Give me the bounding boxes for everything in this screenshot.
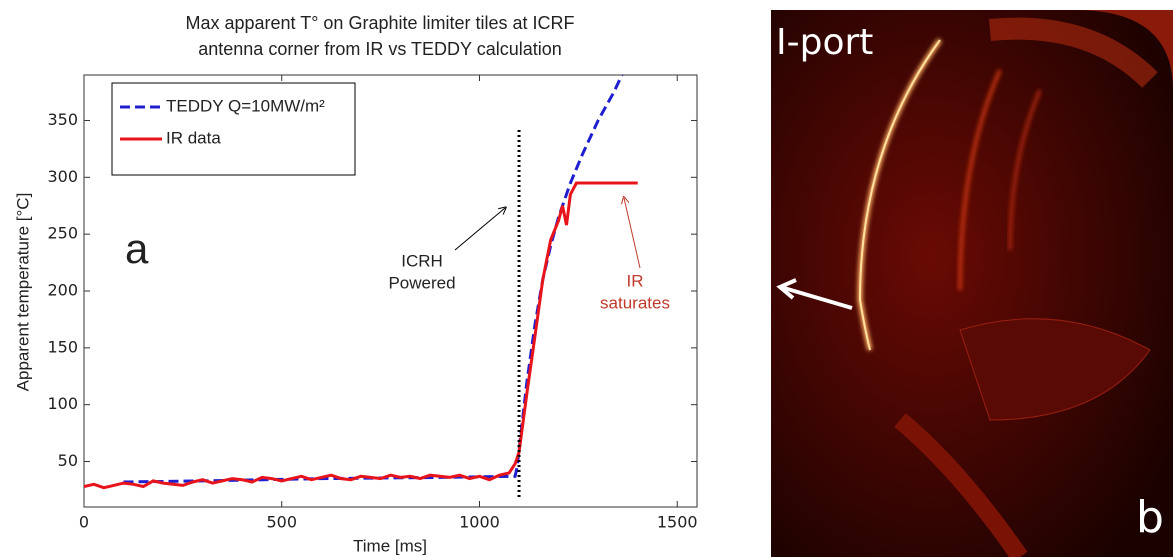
x-tick-label: 1500 (657, 513, 698, 532)
annotation-arrow (624, 198, 641, 269)
legend-label: TEDDY Q=10MW/m² (166, 96, 325, 115)
x-tick-label: 500 (266, 513, 297, 532)
annotation: IR saturates (600, 198, 670, 312)
ir-image: I-port b (771, 10, 1173, 557)
image-detail (894, 413, 1028, 557)
legend: TEDDY Q=10MW/m² IR data (111, 82, 356, 176)
annotation-text: saturates (600, 293, 670, 312)
image-label: I-port (776, 22, 873, 63)
x-tick-label: 0 (79, 513, 89, 532)
x-tick-label: 1000 (459, 513, 500, 532)
panel-label: a (125, 225, 149, 272)
annotation-text: Powered (388, 273, 455, 292)
chart-title: Max apparent T° on Graphite limiter tile… (185, 13, 574, 33)
image-arrow (776, 278, 797, 300)
annotation-arrow (454, 208, 505, 251)
image-detail (958, 69, 1002, 291)
y-tick-label: 150 (47, 337, 78, 356)
y-tick-label: 50 (58, 451, 78, 470)
image-label: b (1136, 492, 1164, 543)
y-tick-label: 350 (47, 110, 78, 129)
image-detail (959, 318, 1151, 421)
y-tick-label: 200 (47, 281, 78, 300)
y-tick-label: 250 (47, 224, 78, 243)
legend-box (111, 82, 356, 176)
series-line (84, 181, 638, 490)
legend-label: IR data (166, 128, 221, 147)
y-tick-label: 100 (47, 394, 78, 413)
image-background (771, 10, 1173, 557)
y-tick-label: 300 (47, 167, 78, 186)
x-axis-label: Time [ms] (353, 536, 427, 555)
image-detail (1075, 10, 1173, 90)
plot-area (84, 75, 638, 490)
image-detail (988, 17, 1158, 88)
annotation-text: IR (627, 271, 644, 290)
annotation-text: ICRH (401, 251, 443, 270)
image-glow-arc (858, 39, 941, 351)
annotation: ICRH Powered (388, 208, 505, 292)
image-detail (1008, 89, 1042, 251)
image-arrow (783, 286, 853, 310)
chart-title: antenna corner from IR vs TEDDY calculat… (198, 39, 562, 59)
y-axis-label: Apparent temperature [°C] (13, 193, 32, 392)
